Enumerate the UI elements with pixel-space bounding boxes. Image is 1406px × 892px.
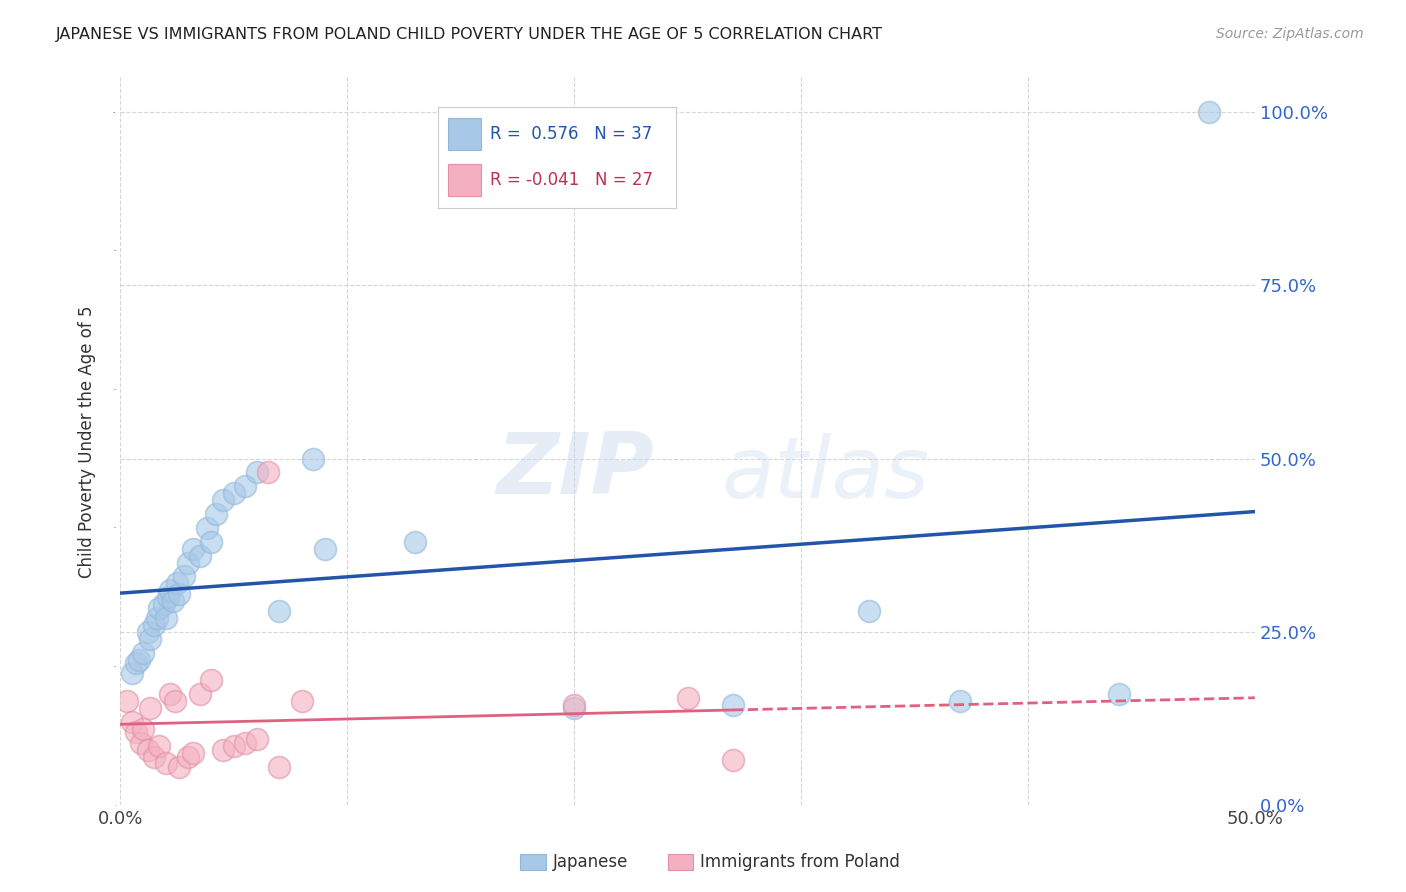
Point xyxy=(163,694,186,708)
Point xyxy=(177,556,200,570)
Point xyxy=(152,597,174,611)
Point xyxy=(125,725,148,739)
Point xyxy=(115,694,138,708)
Point xyxy=(125,656,148,670)
Point xyxy=(143,749,166,764)
Point xyxy=(195,521,218,535)
Text: Immigrants from Poland: Immigrants from Poland xyxy=(700,853,900,871)
Point xyxy=(257,466,280,480)
Point xyxy=(148,600,170,615)
Point xyxy=(1198,105,1220,120)
Point xyxy=(721,753,744,767)
Point xyxy=(139,632,162,646)
Point xyxy=(129,736,152,750)
Point xyxy=(314,541,336,556)
Point xyxy=(676,690,699,705)
Point xyxy=(721,698,744,712)
Point xyxy=(132,646,155,660)
Point xyxy=(181,541,204,556)
Point xyxy=(204,507,226,521)
Point xyxy=(173,569,195,583)
Point xyxy=(159,687,181,701)
Point xyxy=(136,624,159,639)
Text: Source: ZipAtlas.com: Source: ZipAtlas.com xyxy=(1216,27,1364,41)
Point xyxy=(245,732,267,747)
Point xyxy=(211,742,233,756)
Point xyxy=(222,739,245,754)
Point xyxy=(404,534,426,549)
Text: JAPANESE VS IMMIGRANTS FROM POLAND CHILD POVERTY UNDER THE AGE OF 5 CORRELATION : JAPANESE VS IMMIGRANTS FROM POLAND CHILD… xyxy=(56,27,883,42)
Point xyxy=(233,479,256,493)
Point xyxy=(169,760,191,774)
Point xyxy=(132,722,155,736)
Point xyxy=(200,534,222,549)
Point xyxy=(148,739,170,754)
Point xyxy=(949,694,972,708)
Point xyxy=(245,466,267,480)
Point xyxy=(128,652,150,666)
Point xyxy=(858,604,880,618)
Point xyxy=(1108,687,1130,701)
Point xyxy=(136,742,159,756)
Point xyxy=(177,749,200,764)
Point xyxy=(222,486,245,500)
Point xyxy=(188,549,211,563)
Point xyxy=(233,736,256,750)
Point xyxy=(121,714,143,729)
Point xyxy=(200,673,222,688)
Point xyxy=(181,746,204,760)
Y-axis label: Child Poverty Under the Age of 5: Child Poverty Under the Age of 5 xyxy=(79,305,96,577)
Point xyxy=(155,756,177,771)
Point xyxy=(139,701,162,715)
Text: atlas: atlas xyxy=(721,433,929,516)
Point xyxy=(211,493,233,508)
Point xyxy=(302,451,325,466)
Point xyxy=(143,618,166,632)
Point xyxy=(162,593,184,607)
Point xyxy=(159,583,181,598)
Point xyxy=(562,698,585,712)
Point xyxy=(188,687,211,701)
Point xyxy=(291,694,314,708)
Point xyxy=(169,587,191,601)
Point xyxy=(562,701,585,715)
Point xyxy=(121,666,143,681)
Point xyxy=(269,760,291,774)
Point xyxy=(155,611,177,625)
Point xyxy=(269,604,291,618)
Text: Japanese: Japanese xyxy=(553,853,628,871)
Point xyxy=(145,611,167,625)
Text: ZIP: ZIP xyxy=(496,429,654,512)
Point xyxy=(157,590,180,604)
Point xyxy=(166,576,188,591)
